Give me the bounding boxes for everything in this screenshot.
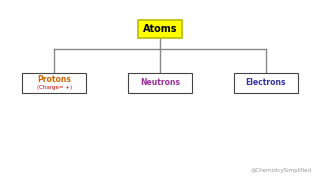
Text: Neutrons: Neutrons — [140, 78, 180, 87]
Text: Protons: Protons — [37, 75, 71, 84]
FancyBboxPatch shape — [138, 20, 182, 38]
FancyBboxPatch shape — [128, 73, 192, 93]
Text: Electrons: Electrons — [245, 78, 286, 87]
Text: @ChemistrySimplified: @ChemistrySimplified — [251, 168, 312, 173]
FancyBboxPatch shape — [234, 73, 298, 93]
Text: Atoms: Atoms — [143, 24, 177, 34]
FancyBboxPatch shape — [22, 73, 86, 93]
Text: (Charge= +): (Charge= +) — [37, 85, 72, 90]
